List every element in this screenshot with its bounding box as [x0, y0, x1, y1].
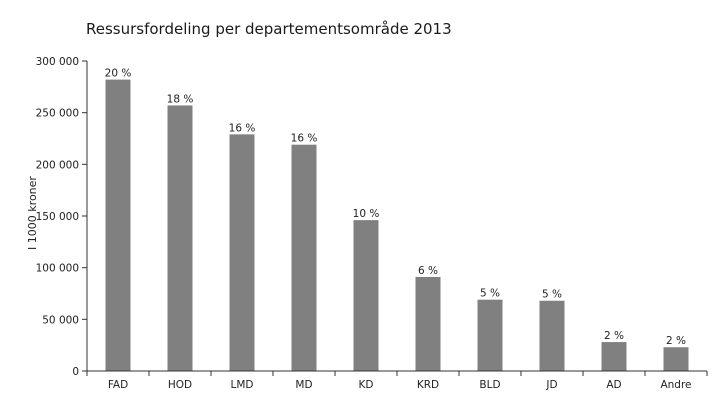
x-tick-label: BLD — [479, 379, 500, 391]
bar — [539, 300, 565, 371]
bars-group: 20 % 18 % 16 % 16 % 10 % 6 % 5 % 5 % 2 % 2 % — [105, 68, 689, 371]
x-tick-label: HOD — [168, 379, 192, 391]
data-label: 5 % — [542, 289, 562, 301]
data-label: 2 % — [666, 335, 686, 347]
bar — [353, 220, 379, 371]
y-axis: 0 50 000 100 000 150 000 200 000 250 000 300 0… — [36, 56, 88, 378]
y-tick-label: 100 000 — [36, 263, 79, 275]
bar — [601, 342, 627, 371]
bar — [291, 144, 317, 371]
bar — [663, 347, 689, 371]
x-tick-label: MD — [295, 379, 312, 391]
y-tick-label: 50 000 — [42, 314, 79, 326]
chart-title: Ressursfordeling per departementsområde … — [86, 20, 452, 38]
data-label: 5 % — [480, 288, 500, 300]
data-label: 10 % — [353, 208, 380, 220]
x-tick-label: Andre — [660, 379, 691, 391]
y-tick-label: 250 000 — [36, 108, 79, 120]
x-tick-label: KRD — [417, 379, 439, 391]
data-label: 18 % — [167, 93, 194, 105]
bar — [229, 134, 255, 371]
data-label: 2 % — [604, 330, 624, 342]
bar — [477, 299, 503, 371]
x-tick-label: KD — [359, 379, 374, 391]
data-label: 16 % — [291, 133, 318, 145]
x-tick-label: AD — [606, 379, 621, 391]
x-tick-label: JD — [545, 379, 557, 391]
bar — [105, 79, 131, 371]
y-axis-label: I 1000 kroner — [26, 176, 39, 250]
y-tick-label: 150 000 — [36, 211, 79, 223]
data-label: 20 % — [105, 68, 132, 80]
bar — [415, 276, 441, 371]
y-tick-label: 0 — [72, 366, 79, 378]
data-label: 6 % — [418, 265, 438, 277]
y-tick-label: 200 000 — [36, 159, 79, 171]
x-tick-label: FAD — [108, 379, 128, 391]
x-axis: FAD HOD LMD MD KD KRD BLD JD AD Andre — [86, 370, 708, 391]
bar — [167, 105, 193, 371]
y-tick-label: 300 000 — [36, 56, 79, 68]
data-label: 16 % — [229, 122, 256, 134]
x-tick-label: LMD — [231, 379, 254, 391]
